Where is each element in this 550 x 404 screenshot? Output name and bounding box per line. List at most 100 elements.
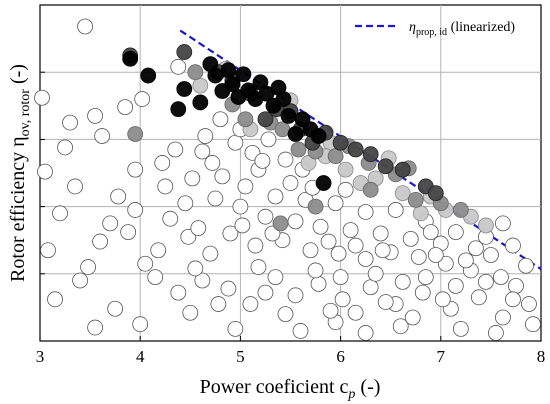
- scatter-point: [237, 178, 254, 195]
- scatter-point: [140, 67, 157, 84]
- scatter-point: [337, 181, 354, 198]
- scatter-point: [434, 291, 451, 308]
- scatter-point: [300, 155, 317, 171]
- scatter-point: [307, 262, 324, 279]
- scatter-point: [162, 210, 179, 227]
- scatter-point: [347, 304, 364, 321]
- scatter-point: [334, 291, 351, 308]
- scatter-point: [287, 126, 304, 142]
- scatter-point: [47, 291, 63, 308]
- scatter-point: [254, 153, 271, 169]
- scatter-point: [477, 273, 494, 290]
- scatter-point: [194, 272, 211, 289]
- scatter-point: [170, 101, 187, 118]
- scatter-point: [414, 284, 431, 301]
- scatter-point: [310, 275, 327, 292]
- scatter-point: [310, 128, 327, 144]
- scatter-point: [220, 280, 237, 297]
- scatter-point: [170, 284, 187, 301]
- scatter-point: [117, 99, 134, 116]
- scatter-point: [525, 316, 541, 333]
- scatter-point: [227, 134, 244, 151]
- scatter-point: [357, 251, 374, 267]
- scatter-point: [137, 255, 154, 272]
- scatter-point: [214, 168, 231, 185]
- scatter-point: [287, 213, 304, 230]
- scatter-point: [232, 198, 249, 215]
- scatter-point: [377, 158, 394, 175]
- scatter-point: [94, 128, 111, 144]
- axis-ticks: 3 4 5 6 7 8: [36, 4, 545, 366]
- scatter-point: [290, 141, 307, 158]
- scatter-point: [482, 247, 499, 263]
- scatter-point: [192, 77, 209, 94]
- scatter-point: [134, 91, 151, 107]
- scatter-point: [177, 195, 194, 212]
- scatter-point: [120, 224, 137, 241]
- scatter-point: [127, 161, 144, 178]
- scatter-point: [412, 205, 429, 222]
- scatter-point: [315, 175, 332, 191]
- scatter-point: [176, 44, 193, 60]
- scatter-point: [267, 269, 284, 286]
- scatter-point: [110, 188, 127, 205]
- scatter-point: [187, 260, 204, 277]
- scatter-point: [417, 269, 434, 286]
- scatter-point: [197, 128, 214, 144]
- scatter-point: [332, 269, 349, 286]
- scatter-point: [102, 215, 119, 232]
- scatter-point: [220, 62, 237, 79]
- scatter-point: [322, 302, 339, 319]
- scatter-point: [362, 279, 379, 296]
- scatter-point: [257, 111, 274, 128]
- scatter-point: [247, 237, 264, 254]
- scatter-point: [347, 237, 364, 254]
- scatter-point: [447, 277, 464, 294]
- scatter-point: [427, 247, 444, 263]
- legend-label: ηprop, id (linearized): [409, 20, 515, 38]
- x-tick-label: 7: [437, 347, 446, 366]
- scatter-point: [260, 131, 277, 148]
- scatter-point: [250, 259, 267, 275]
- scatter-point: [167, 141, 184, 158]
- scatter-point: [202, 245, 219, 262]
- scatter-point: [107, 300, 124, 317]
- scatter-point: [275, 91, 292, 107]
- scatter-point: [362, 181, 379, 198]
- scatter-point: [394, 161, 411, 178]
- scatter-point: [495, 309, 511, 326]
- scatter-point: [190, 220, 207, 237]
- scatter-point: [237, 111, 254, 128]
- scatter-point: [452, 202, 469, 218]
- scatter-point: [332, 134, 349, 151]
- scatter-point: [407, 191, 424, 208]
- scatter-point: [192, 94, 209, 111]
- scatter-point: [267, 188, 284, 205]
- scatter-point: [493, 269, 509, 286]
- scatter-point: [194, 143, 211, 160]
- scatter-point: [204, 155, 221, 171]
- scatter-point: [495, 215, 511, 232]
- scatter-point: [374, 242, 391, 259]
- scatter-point: [235, 66, 252, 83]
- scatter-point: [127, 126, 144, 142]
- scatter-point: [447, 224, 464, 241]
- scatter-point: [257, 284, 274, 301]
- scatter-point: [392, 318, 409, 335]
- scatter-point: [207, 190, 224, 207]
- scatter-point: [182, 304, 199, 321]
- x-tick-label: 5: [236, 347, 245, 366]
- scatter-point: [227, 321, 244, 337]
- scatter-point: [347, 141, 364, 158]
- y-axis-title: Rotor efficiency ηov, rotor (-): [7, 64, 33, 282]
- scatter-point: [467, 240, 484, 257]
- scatter-points: [34, 18, 541, 341]
- scatter-point: [307, 198, 324, 215]
- scatter-point: [320, 233, 337, 250]
- scatter-point: [362, 146, 379, 163]
- x-tick-label: 4: [136, 347, 145, 366]
- scatter-point: [521, 296, 537, 312]
- scatter-point: [80, 259, 96, 275]
- scatter-point: [402, 230, 419, 247]
